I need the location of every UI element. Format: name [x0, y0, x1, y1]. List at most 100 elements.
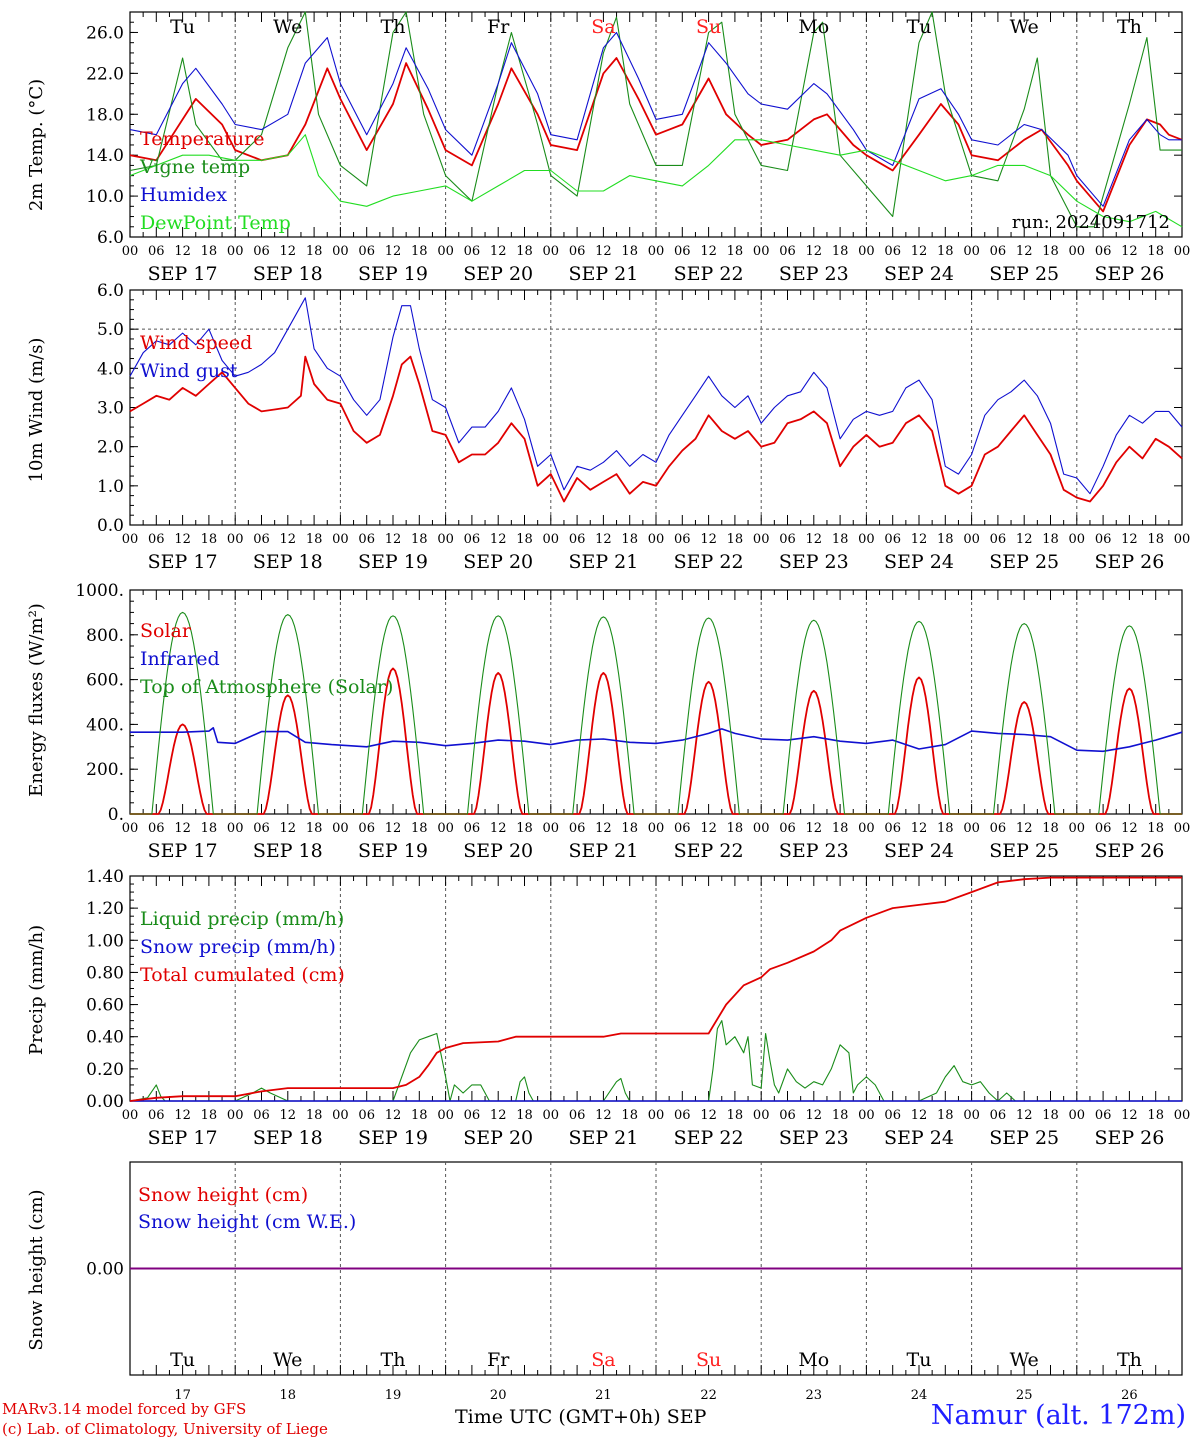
hour-label: 06 — [358, 532, 375, 547]
hour-label: 00 — [753, 821, 770, 836]
hour-label: 18 — [1042, 244, 1059, 259]
date-label: SEP 19 — [358, 551, 428, 573]
hour-label: 18 — [1147, 821, 1164, 836]
day-number: 20 — [490, 1388, 507, 1403]
hour-label: 06 — [1095, 1108, 1112, 1123]
hour-label: 12 — [595, 532, 612, 547]
date-label: SEP 25 — [989, 1127, 1059, 1149]
hour-label: 00 — [227, 532, 244, 547]
hour-label: 00 — [1069, 244, 1086, 259]
hour-label: 12 — [1016, 532, 1033, 547]
y-tick-label: 1.20 — [86, 899, 124, 919]
hour-label: 18 — [201, 821, 218, 836]
hour-label: 06 — [779, 1108, 796, 1123]
hour-label: 00 — [648, 1108, 665, 1123]
hour-label: 06 — [1095, 532, 1112, 547]
hour-label: 00 — [858, 244, 875, 259]
hour-label: 06 — [148, 244, 165, 259]
hour-label: 12 — [911, 821, 928, 836]
legend-entry: Temperature — [140, 128, 264, 150]
date-label: SEP 22 — [674, 1127, 744, 1149]
date-label: SEP 24 — [884, 263, 954, 285]
hour-label: 12 — [385, 1108, 402, 1123]
hour-label: 18 — [1042, 532, 1059, 547]
hour-label: 12 — [1016, 244, 1033, 259]
date-label: SEP 24 — [884, 840, 954, 862]
weekday-label: We — [1010, 1349, 1039, 1371]
run-label: run: 2024091712 — [1012, 212, 1170, 233]
hour-label: 00 — [437, 244, 454, 259]
hour-label: 12 — [1121, 821, 1138, 836]
hour-label: 00 — [753, 532, 770, 547]
chart-panel-3: 0. 200. 400. 600. 800. 1000. Energy fluxes (W/… — [26, 581, 1190, 862]
series-line-total-cumulated-cm- — [129, 876, 1182, 1102]
date-label: SEP 18 — [253, 840, 323, 862]
hour-label: 00 — [543, 1108, 560, 1123]
date-label: SEP 19 — [358, 840, 428, 862]
hour-label: 18 — [621, 532, 638, 547]
legend-entry: Humidex — [140, 184, 227, 206]
hour-label: 12 — [385, 821, 402, 836]
hour-label: 00 — [437, 532, 454, 547]
y-tick-label: 5.0 — [97, 320, 124, 340]
day-number: 19 — [385, 1388, 402, 1403]
series-line-dewpoint-temp — [129, 134, 1183, 228]
y-tick-label: 0.80 — [86, 963, 124, 983]
hour-label: 00 — [858, 1108, 875, 1123]
hour-label: 18 — [306, 244, 323, 259]
day-number: 18 — [280, 1388, 297, 1403]
day-number: 24 — [911, 1388, 928, 1403]
hour-label: 00 — [122, 1108, 139, 1123]
hour-label: 18 — [727, 532, 744, 547]
hour-label: 18 — [201, 1108, 218, 1123]
y-tick-label: 0. — [108, 805, 124, 825]
hour-label: 06 — [569, 532, 586, 547]
hour-label: 18 — [201, 532, 218, 547]
date-label: SEP 26 — [1094, 840, 1164, 862]
hour-label: 18 — [411, 532, 428, 547]
y-tick-label: 0.00 — [86, 1092, 124, 1112]
y-tick-label: 1.0 — [97, 477, 124, 497]
weekday-label: Tu — [907, 1349, 932, 1371]
weekday-label: Tu — [170, 16, 195, 38]
hour-label: 00 — [437, 1108, 454, 1123]
hour-label: 06 — [464, 244, 481, 259]
date-label: SEP 20 — [463, 1127, 533, 1149]
series-line-wind-speed — [129, 355, 1183, 503]
hour-label: 12 — [280, 244, 297, 259]
hour-label: 12 — [174, 244, 191, 259]
y-axis-label: Precip (mm/h) — [26, 925, 47, 1055]
hour-label: 00 — [753, 1108, 770, 1123]
hour-label: 18 — [832, 1108, 849, 1123]
y-tick-label: 800. — [86, 626, 124, 646]
day-number: 26 — [1121, 1388, 1138, 1403]
legend-entry: Wind speed — [140, 332, 252, 354]
hour-label: 12 — [1121, 532, 1138, 547]
y-tick-label: 14.0 — [86, 146, 124, 166]
y-tick-label: 10.0 — [86, 187, 124, 207]
date-label: SEP 19 — [358, 1127, 428, 1149]
weekday-label: Sa — [591, 16, 615, 38]
hour-label: 12 — [280, 821, 297, 836]
hour-label: 12 — [1121, 1108, 1138, 1123]
hour-label: 00 — [227, 244, 244, 259]
date-label: SEP 17 — [148, 551, 218, 573]
hour-label: 06 — [990, 821, 1007, 836]
date-label: SEP 18 — [253, 263, 323, 285]
hour-label: 12 — [174, 1108, 191, 1123]
y-tick-label: 400. — [86, 715, 124, 735]
day-number: 21 — [595, 1388, 612, 1403]
weekday-label: Fr — [487, 1349, 510, 1371]
y-tick-label: 22.0 — [86, 64, 124, 84]
y-tick-label: 1.40 — [86, 867, 124, 887]
hour-label: 06 — [358, 821, 375, 836]
hour-label: 06 — [884, 532, 901, 547]
y-tick-label: 26.0 — [86, 23, 124, 43]
hour-label: 18 — [832, 244, 849, 259]
hour-label: 00 — [963, 821, 980, 836]
hour-label: 00 — [1174, 532, 1191, 547]
hour-label: 06 — [1095, 821, 1112, 836]
date-label: SEP 26 — [1094, 1127, 1164, 1149]
weekday-label: Th — [381, 16, 406, 38]
date-label: SEP 24 — [884, 1127, 954, 1149]
